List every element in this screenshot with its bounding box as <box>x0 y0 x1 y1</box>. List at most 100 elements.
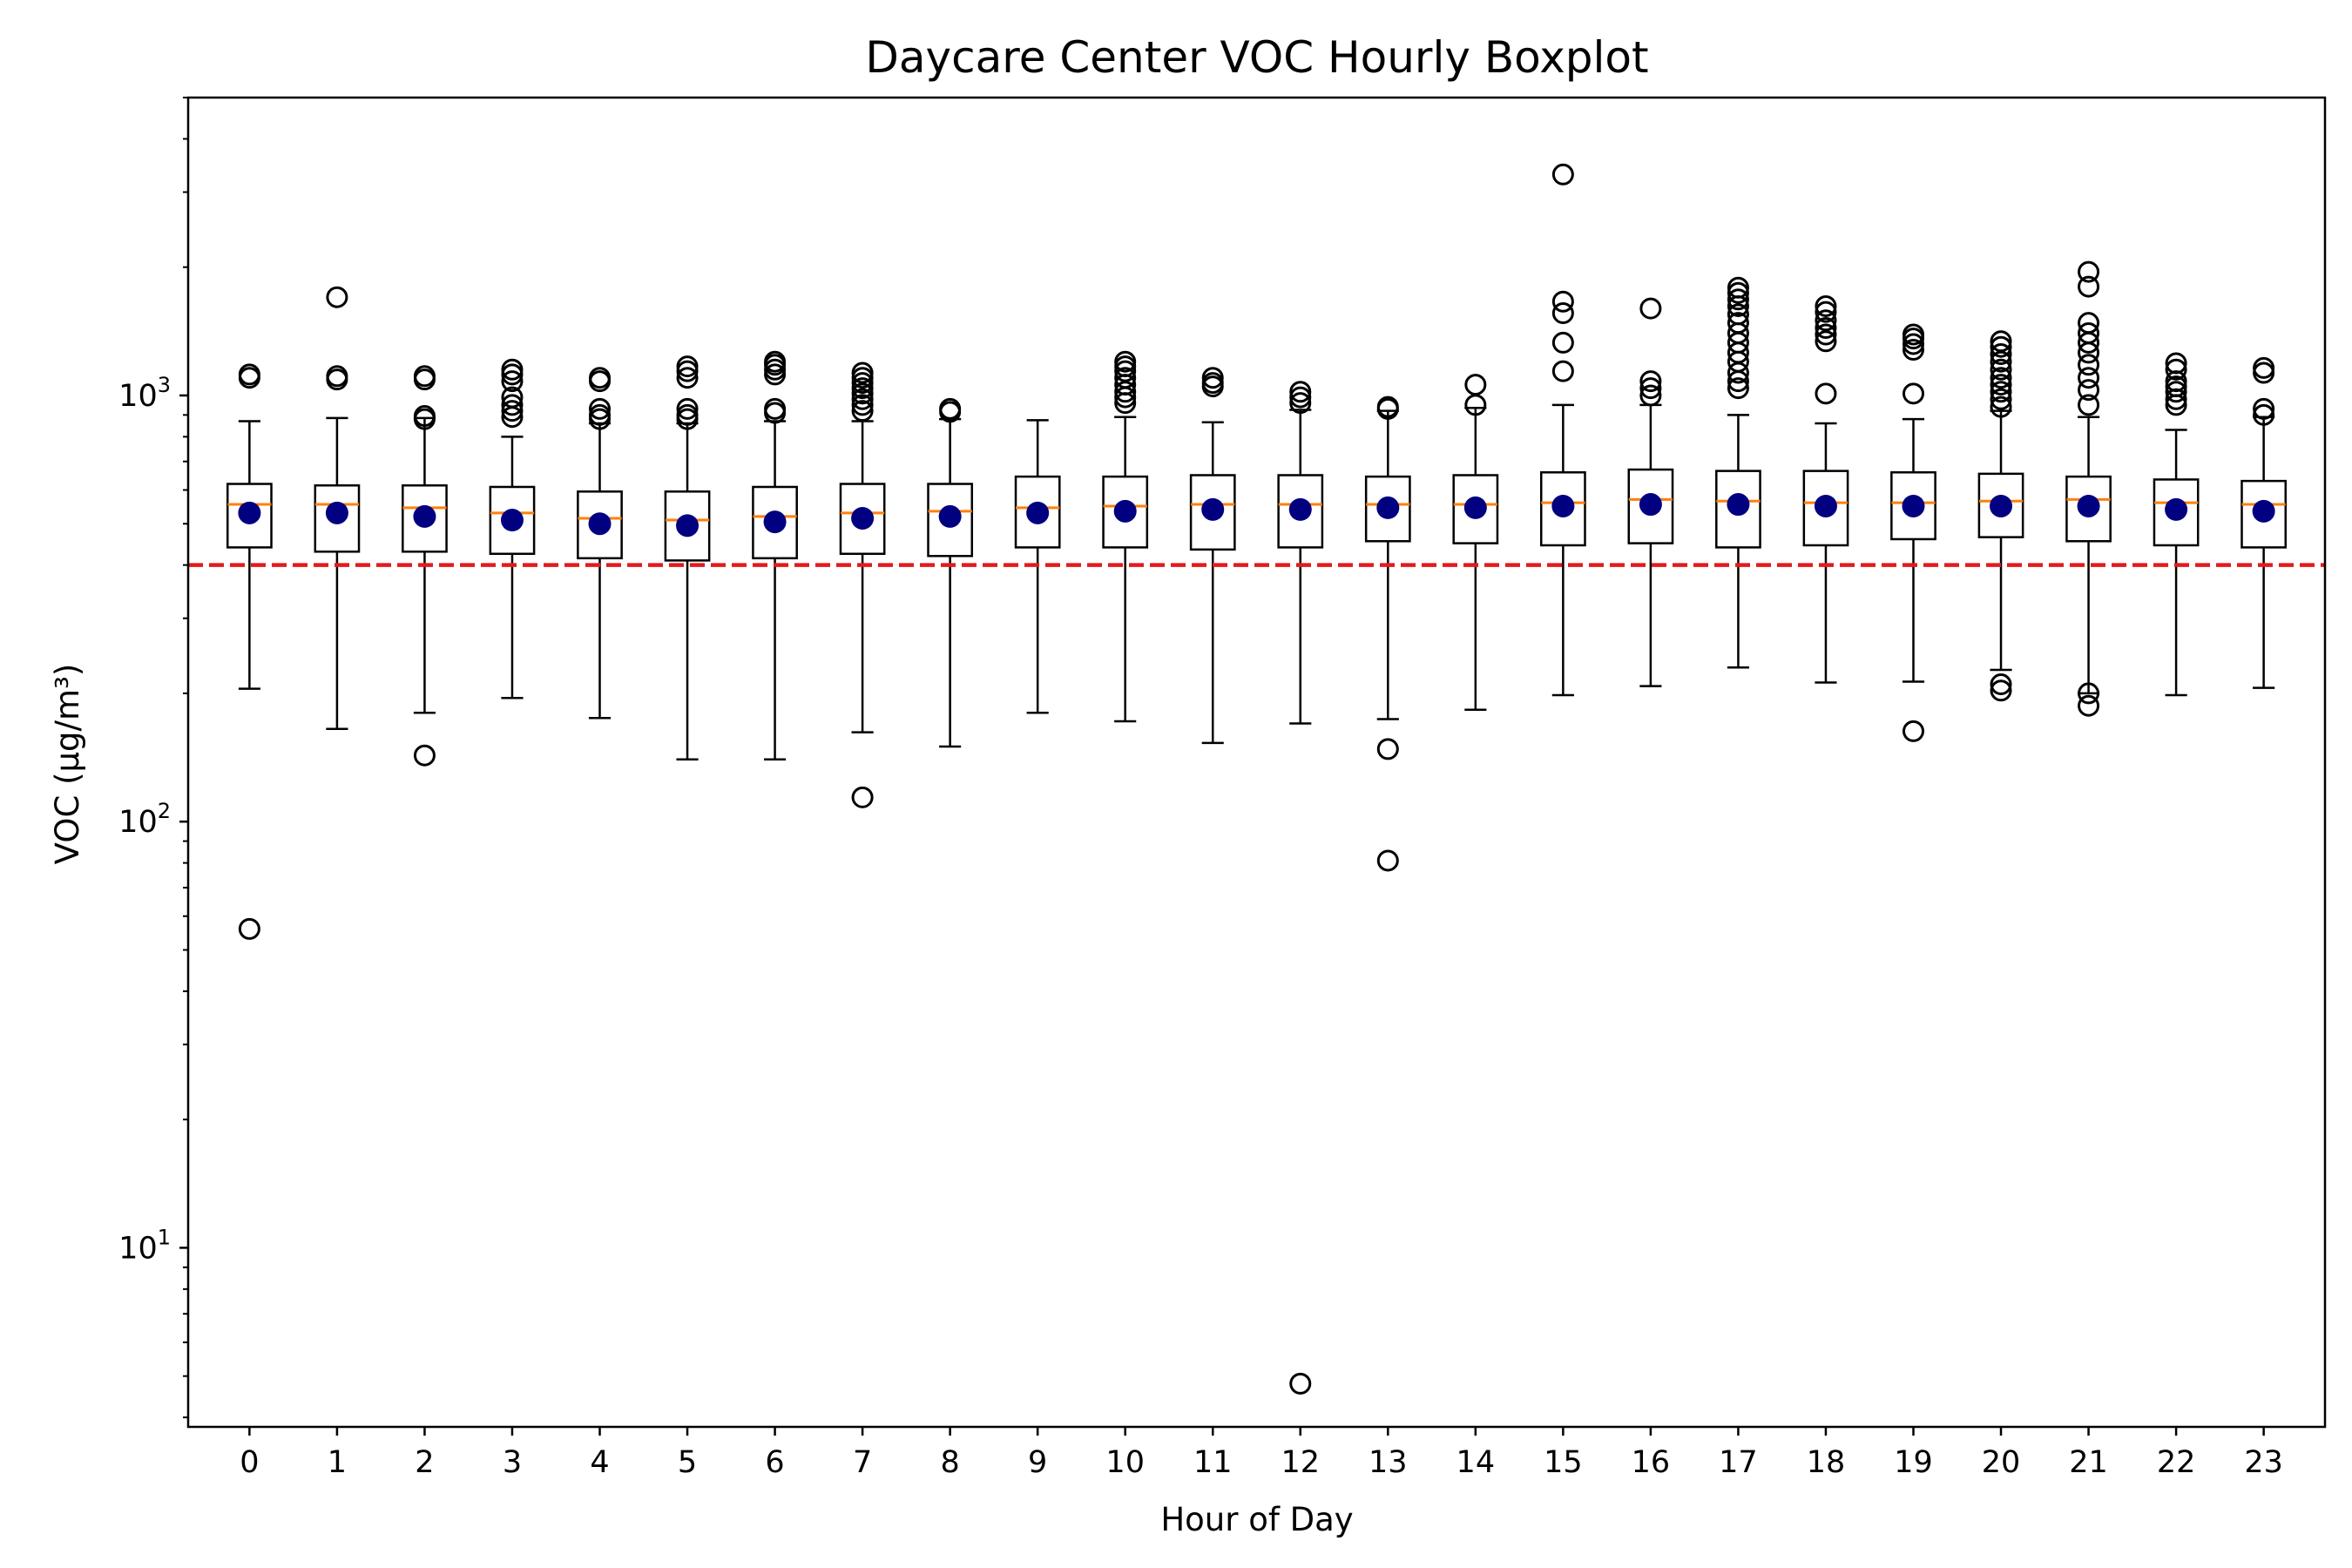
box-group-hour-1 <box>314 286 361 731</box>
x-tick-label: 20 <box>1982 1445 2021 1480</box>
x-tick-label: 19 <box>1894 1445 1933 1480</box>
outlier-point <box>2078 275 2100 298</box>
mean-marker <box>1113 499 1137 523</box>
mean-marker <box>1990 494 2013 517</box>
box-group-hour-6 <box>752 350 798 760</box>
outlier-point <box>413 405 436 428</box>
x-tick-label: 17 <box>1719 1445 1758 1480</box>
outlier-point <box>1990 330 2012 353</box>
outlier-point <box>501 386 524 409</box>
box-group-hour-11 <box>1189 367 1236 745</box>
outlier-point <box>764 397 787 420</box>
box-group-hour-23 <box>2240 356 2288 689</box>
outlier-point <box>326 365 348 388</box>
outlier-point <box>1289 392 1312 415</box>
box-group-hour-13 <box>1364 395 1411 872</box>
outlier-point <box>676 397 699 420</box>
outlier-point <box>1990 335 2012 358</box>
x-tick-label: 16 <box>1632 1445 1671 1480</box>
x-tick-label: 9 <box>1028 1445 1047 1480</box>
outlier-point <box>1289 381 1312 403</box>
outlier-point <box>1990 388 2012 410</box>
outlier-point <box>1551 360 1574 382</box>
mean-marker <box>1288 497 1312 521</box>
mean-marker <box>763 510 787 534</box>
outlier-point <box>1990 679 2012 702</box>
outlier-point <box>1815 330 1837 353</box>
outlier-point <box>2078 367 2100 389</box>
box-group-hour-20 <box>1977 330 2024 702</box>
x-tick-label: 3 <box>503 1445 522 1480</box>
box-group-hour-9 <box>1014 419 1061 714</box>
outlier-point <box>589 367 612 389</box>
x-tick-label: 6 <box>765 1445 784 1480</box>
outlier-point <box>2253 397 2275 420</box>
y-tick-label: 102 <box>118 799 171 840</box>
outlier-point <box>1990 381 2012 403</box>
outlier-point <box>1551 331 1574 354</box>
box-group-hour-22 <box>2153 352 2200 697</box>
mean-marker <box>1463 496 1487 519</box>
iqr-box <box>577 490 623 560</box>
mean-marker <box>2252 499 2275 523</box>
x-axis-label: Hour of Day <box>1160 1501 1353 1538</box>
outlier-point <box>1376 738 1399 760</box>
x-tick-label: 12 <box>1281 1445 1320 1480</box>
outlier-point <box>1201 367 1224 389</box>
outlier-point <box>2253 356 2275 379</box>
mean-marker <box>1551 494 1575 517</box>
outlier-point <box>1727 276 1749 299</box>
plot-area <box>188 163 2325 1395</box>
outlier-point <box>939 397 962 420</box>
plot-marks <box>188 163 2325 1395</box>
outlier-point <box>501 400 524 422</box>
mean-marker <box>1902 494 1925 517</box>
outlier-point <box>851 377 874 400</box>
outlier-point <box>2078 694 2100 717</box>
x-tick-label: 5 <box>678 1445 697 1480</box>
outlier-point <box>1815 301 1837 323</box>
outlier-point <box>1727 288 1749 311</box>
outlier-point <box>1990 673 2012 696</box>
outlier-point <box>501 370 524 393</box>
outlier-point <box>1551 290 1574 313</box>
outlier-point <box>326 286 348 308</box>
y-tick-label: 103 <box>118 373 171 414</box>
x-tick-label: 8 <box>940 1445 959 1480</box>
outlier-point <box>1902 339 1924 362</box>
outlier-point <box>851 400 874 422</box>
box-group-hour-15 <box>1539 163 1586 697</box>
box-group-hour-2 <box>402 365 448 767</box>
outlier-point <box>1376 849 1399 872</box>
outlier-point <box>2165 352 2187 375</box>
outlier-point <box>1990 395 2012 418</box>
outlier-point <box>1727 312 1749 335</box>
outlier-point <box>1902 720 1924 742</box>
outlier-point <box>1990 374 2012 396</box>
iqr-box <box>927 483 974 558</box>
outlier-point <box>1815 323 1837 346</box>
outlier-point <box>1551 301 1574 324</box>
box-group-hour-7 <box>839 362 886 808</box>
x-tick-label: 14 <box>1456 1445 1496 1480</box>
box-group-hour-10 <box>1102 350 1149 723</box>
outlier-point <box>1902 382 1924 405</box>
outlier-point <box>1727 377 1749 400</box>
x-tick-label: 2 <box>415 1445 434 1480</box>
plot-frame <box>186 96 2327 1429</box>
outlier-point <box>1289 386 1312 409</box>
outlier-point <box>1902 323 1924 346</box>
y-axis-label: VOC (μg/m³) <box>49 664 86 865</box>
outlier-point <box>1902 333 1924 355</box>
mean-marker <box>851 506 875 530</box>
outlier-point <box>1990 367 2012 389</box>
outlier-point <box>2078 260 2100 283</box>
outlier-point <box>851 382 874 405</box>
mean-marker <box>238 501 261 524</box>
chart-title: Daycare Center VOC Hourly Boxplot <box>865 32 1648 83</box>
x-tick-label: 4 <box>590 1445 609 1480</box>
outlier-point <box>589 403 612 426</box>
box-group-hour-4 <box>577 367 623 720</box>
outlier-point <box>1815 316 1837 339</box>
